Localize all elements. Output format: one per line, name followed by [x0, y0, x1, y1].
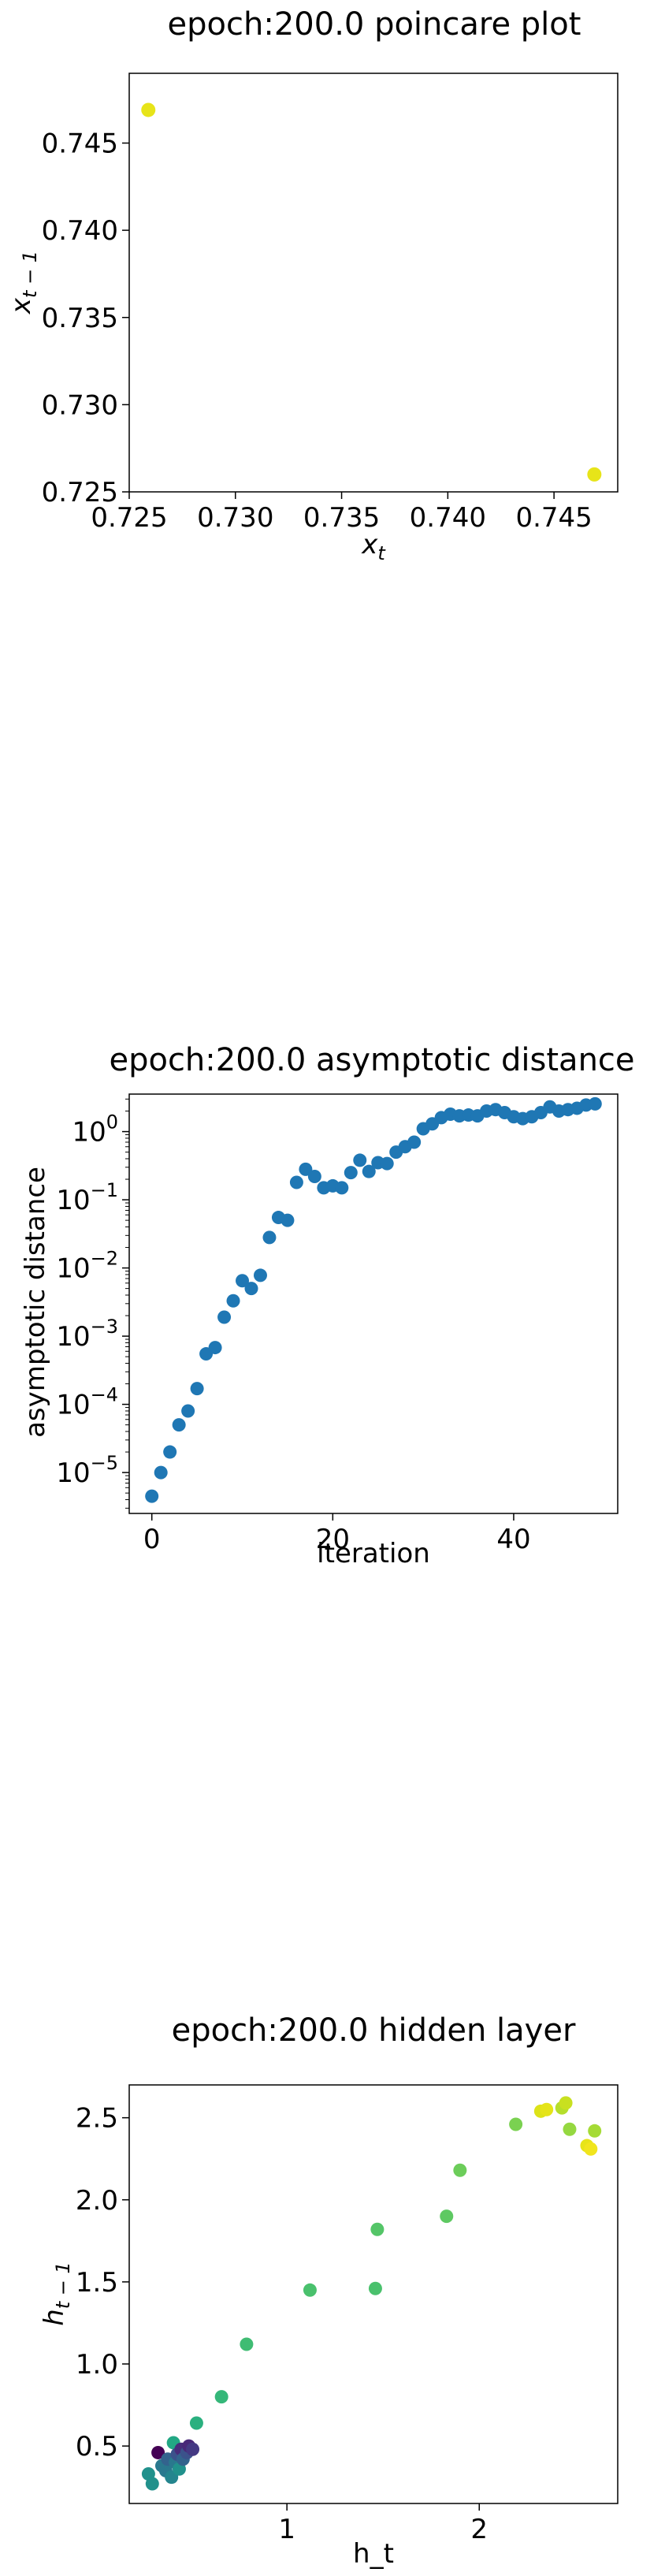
asymptotic-point — [190, 1382, 204, 1396]
hidden-layer-y-tick-label: 0.5 — [76, 2431, 118, 2462]
hidden-layer-y-tick-label: 2.5 — [76, 2103, 118, 2135]
hidden-layer-panel: epoch:200.0 hidden layer 1 2 0.5 1.0 1.5 2.0 2… — [39, 2012, 619, 2570]
asymptotic-y-label: asymptotic distance — [20, 1167, 51, 1438]
poincare-y-tick-label: 0.730 — [42, 389, 118, 421]
asymptotic-panel: epoch:200.0 asymptotic distance 0 20 40 10−… — [20, 1042, 635, 1569]
asymptotic-x-tick-label: 20 — [316, 1524, 350, 1555]
hidden-layer-point — [540, 2102, 554, 2116]
hidden-layer-point — [186, 2442, 200, 2456]
poincare-point — [587, 467, 602, 482]
asymptotic-point — [262, 1230, 277, 1245]
hidden-layer-marks — [141, 2096, 602, 2491]
asymptotic-point — [208, 1341, 222, 1355]
poincare-title: epoch:200.0 poincare plot — [168, 6, 581, 43]
poincare-x-tick-label: 0.735 — [303, 502, 380, 534]
hidden-layer-point — [151, 2445, 165, 2459]
asymptotic-y-tick-label: 100 — [72, 1111, 118, 1148]
hidden-layer-axes-frame — [128, 2084, 619, 2504]
hidden-layer-ticks: 1 2 0.5 1.0 1.5 2.0 2.5 — [76, 2103, 488, 2545]
asymptotic-y-tick-label: 10−1 — [56, 1179, 118, 1216]
asymptotic-marks — [145, 1096, 602, 1503]
asymptotic-title: epoch:200.0 asymptotic distance — [109, 1042, 634, 1078]
hidden-layer-y-tick-label: 1.0 — [76, 2349, 118, 2381]
poincare-x-tick-label: 0.740 — [410, 502, 486, 534]
asymptotic-point — [299, 1162, 313, 1176]
poincare-x-tick-label: 0.725 — [91, 502, 167, 534]
asymptotic-point — [407, 1135, 422, 1149]
hidden-layer-y-tick-label: 2.0 — [76, 2185, 118, 2217]
poincare-axes-frame — [128, 73, 619, 493]
poincare-x-tick-label: 0.745 — [515, 502, 592, 534]
hidden-layer-point — [145, 2477, 159, 2491]
poincare-y-tick-label: 0.745 — [42, 128, 118, 160]
poincare-y-label: xt − 1 — [6, 251, 41, 315]
asymptotic-point — [307, 1169, 321, 1183]
poincare-ticks: 0.725 0.730 0.735 0.740 0.745 0.725 0.730 0.735… — [42, 128, 593, 534]
poincare-x-tick-label: 0.730 — [197, 502, 273, 534]
asymptotic-point — [380, 1156, 394, 1171]
hidden-layer-point — [368, 2281, 382, 2295]
asymptotic-point — [163, 1445, 177, 1459]
asymptotic-point — [253, 1268, 267, 1282]
poincare-panel: epoch:200.0 poincare plot 0.725 0.730 0.73… — [6, 6, 619, 564]
poincare-y-tick-label: 0.740 — [42, 215, 118, 247]
asymptotic-point — [289, 1175, 303, 1189]
asymptotic-ticks: 0 20 40 10−5 10−4 10−3 10−2 10−1 100 — [56, 1098, 531, 1555]
poincare-point — [141, 102, 156, 117]
hidden-layer-point — [303, 2283, 317, 2297]
poincare-y-tick-label: 0.725 — [42, 477, 118, 508]
hidden-layer-x-tick-label: 2 — [470, 2514, 488, 2545]
asymptotic-x-tick-label: 40 — [496, 1524, 530, 1555]
asymptotic-x-tick-label: 0 — [143, 1524, 161, 1555]
asymptotic-point — [226, 1294, 240, 1308]
hidden-layer-y-label: ht − 1 — [39, 2261, 74, 2326]
asymptotic-y-tick-label: 10−2 — [56, 1248, 118, 1285]
asymptotic-point — [335, 1181, 349, 1195]
asymptotic-point — [588, 1096, 602, 1111]
asymptotic-axes-frame — [128, 1093, 619, 1514]
poincare-marks — [141, 102, 602, 482]
asymptotic-point — [172, 1418, 186, 1432]
asymptotic-y-tick-label: 10−4 — [56, 1384, 118, 1421]
hidden-layer-point — [189, 2416, 203, 2430]
asymptotic-point — [181, 1404, 195, 1418]
asymptotic-point — [280, 1213, 295, 1227]
hidden-layer-title: epoch:200.0 hidden layer — [172, 2012, 576, 2049]
asymptotic-point — [244, 1282, 258, 1296]
hidden-layer-point — [240, 2337, 254, 2351]
hidden-layer-point — [453, 2163, 467, 2177]
asymptotic-point — [362, 1164, 376, 1178]
hidden-layer-point — [370, 2222, 385, 2236]
asymptotic-point — [217, 1310, 232, 1324]
asymptotic-x-label: iteration — [317, 1538, 430, 1569]
asymptotic-point — [154, 1465, 168, 1480]
hidden-layer-point — [588, 2124, 602, 2138]
poincare-x-label: xt — [361, 529, 386, 564]
hidden-layer-point — [440, 2209, 454, 2224]
hidden-layer-point — [584, 2142, 598, 2156]
asymptotic-point — [344, 1166, 358, 1180]
asymptotic-point — [236, 1274, 250, 1288]
hidden-layer-point — [563, 2122, 577, 2136]
hidden-layer-x-tick-label: 1 — [278, 2514, 295, 2545]
asymptotic-point — [145, 1489, 159, 1503]
asymptotic-y-tick-label: 10−3 — [56, 1316, 118, 1353]
hidden-layer-point — [509, 2117, 523, 2131]
hidden-layer-point — [214, 2390, 228, 2404]
hidden-layer-point — [559, 2096, 573, 2110]
asymptotic-point — [353, 1153, 367, 1167]
poincare-y-tick-label: 0.735 — [42, 303, 118, 334]
hidden-layer-y-tick-label: 1.5 — [76, 2267, 118, 2299]
hidden-layer-x-label: h_t — [353, 2538, 394, 2570]
asymptotic-y-tick-label: 10−5 — [56, 1452, 118, 1489]
